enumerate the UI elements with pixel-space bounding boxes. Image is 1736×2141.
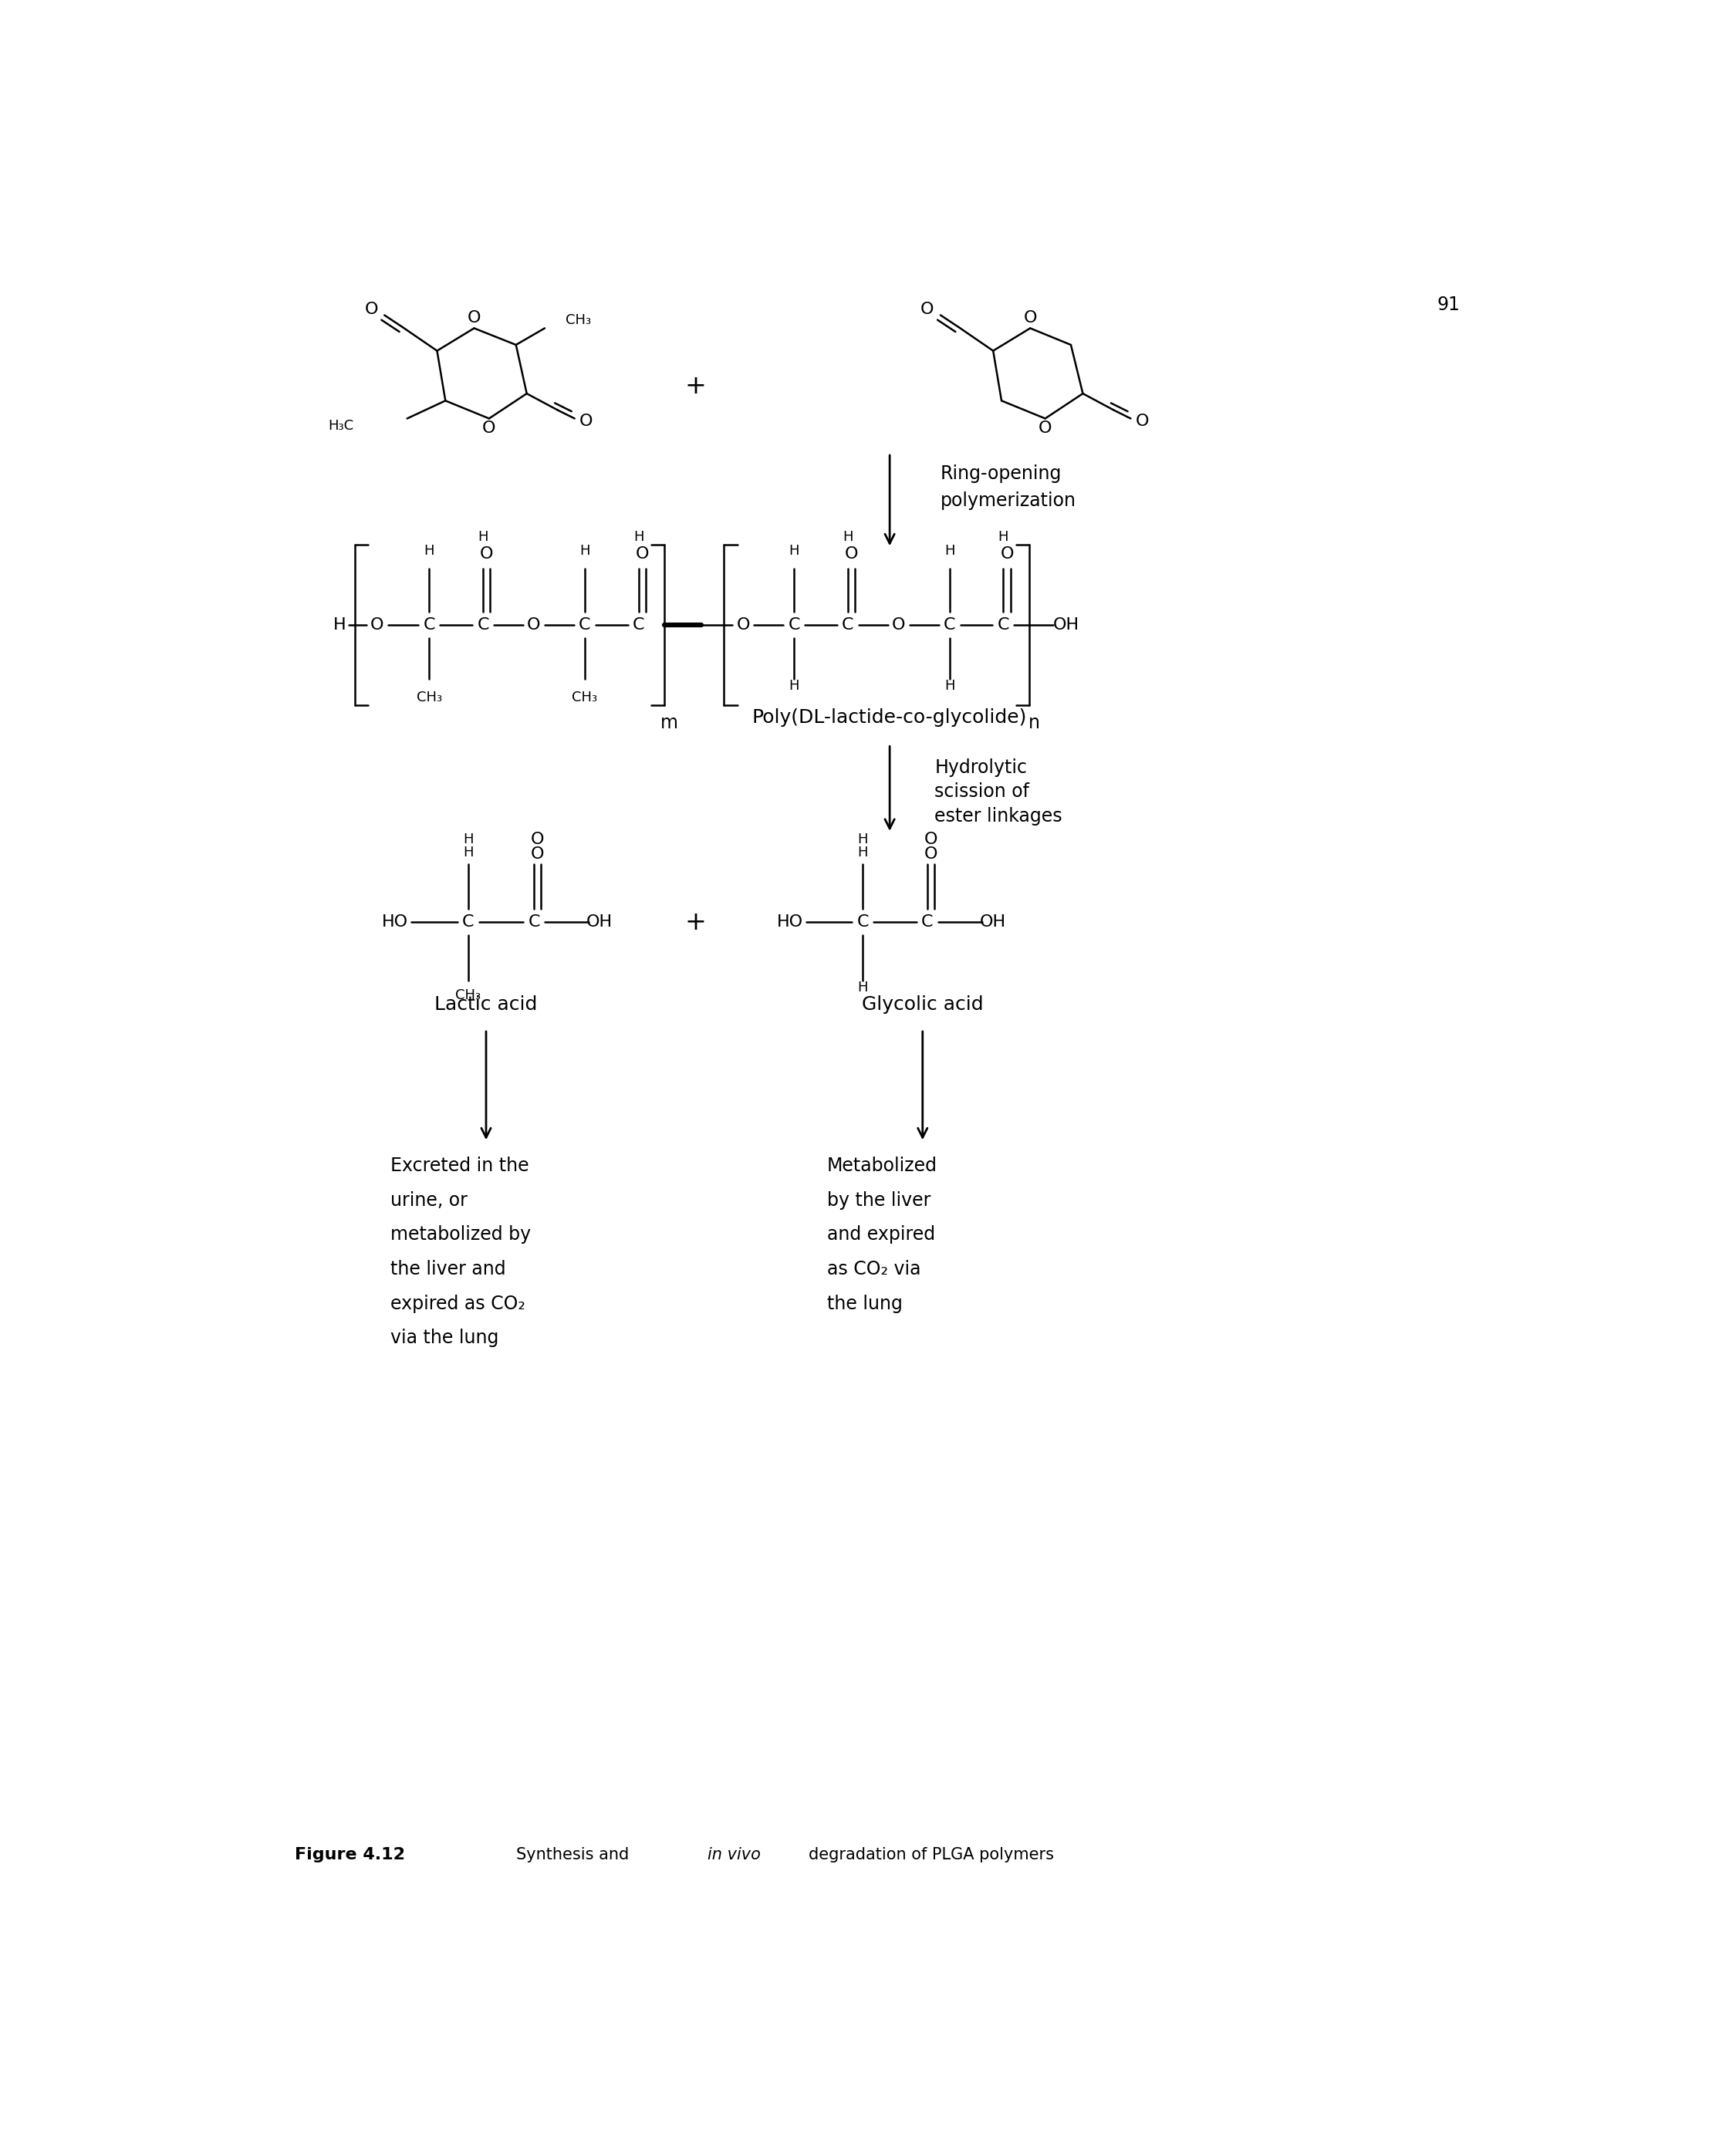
Text: H: H	[464, 846, 474, 859]
Text: O: O	[531, 831, 545, 848]
Text: C: C	[462, 914, 474, 929]
Text: O: O	[920, 302, 934, 317]
Text: O: O	[479, 546, 493, 561]
Text: Hydrolytic: Hydrolytic	[934, 758, 1028, 777]
Text: Excreted in the: Excreted in the	[391, 1156, 529, 1175]
Text: C: C	[788, 617, 800, 634]
Text: H: H	[424, 544, 434, 559]
Text: O: O	[531, 846, 545, 861]
Text: in vivo: in vivo	[707, 1848, 760, 1863]
Text: O: O	[1038, 420, 1052, 437]
Text: C: C	[944, 617, 955, 634]
Text: H: H	[842, 531, 852, 544]
Text: O: O	[467, 310, 481, 325]
Text: via the lung: via the lung	[391, 1330, 498, 1347]
Text: C: C	[922, 914, 934, 929]
Text: H: H	[580, 544, 590, 559]
Text: urine, or: urine, or	[391, 1190, 467, 1210]
Text: by the liver: by the liver	[826, 1190, 930, 1210]
Text: CH₃: CH₃	[417, 692, 443, 704]
Text: Lactic acid: Lactic acid	[434, 996, 538, 1013]
Text: 91: 91	[1437, 295, 1460, 315]
Text: O: O	[483, 420, 496, 437]
Text: the lung: the lung	[826, 1295, 903, 1312]
Text: polymerization: polymerization	[941, 490, 1076, 510]
Text: CH₃: CH₃	[455, 989, 481, 1002]
Text: H: H	[464, 833, 474, 846]
Text: C: C	[632, 617, 644, 634]
Text: Synthesis and: Synthesis and	[516, 1848, 634, 1863]
Text: HO: HO	[382, 914, 408, 929]
Text: H: H	[788, 679, 799, 694]
Text: O: O	[924, 846, 937, 861]
Text: C: C	[424, 617, 436, 634]
Text: metabolized by: metabolized by	[391, 1225, 531, 1244]
Text: Figure 4.12: Figure 4.12	[295, 1848, 404, 1863]
Text: C: C	[578, 617, 590, 634]
Text: H: H	[477, 531, 488, 544]
Text: O: O	[1000, 546, 1014, 561]
Text: Poly(DL-lactide-co-glycolide): Poly(DL-lactide-co-glycolide)	[752, 709, 1028, 726]
Text: O: O	[736, 617, 750, 634]
Text: H: H	[858, 981, 868, 996]
Text: O: O	[892, 617, 906, 634]
Text: C: C	[842, 617, 854, 634]
Text: O: O	[845, 546, 858, 561]
Text: H: H	[634, 531, 644, 544]
Text: +: +	[684, 375, 707, 398]
Text: H: H	[333, 617, 345, 634]
Text: H: H	[858, 833, 868, 846]
Text: scission of: scission of	[934, 781, 1029, 801]
Text: H: H	[858, 846, 868, 859]
Text: H: H	[998, 531, 1009, 544]
Text: expired as CO₂: expired as CO₂	[391, 1295, 526, 1312]
Text: ester linkages: ester linkages	[934, 807, 1062, 826]
Text: OH: OH	[1054, 617, 1080, 634]
Text: Glycolic acid: Glycolic acid	[861, 996, 983, 1013]
Text: C: C	[477, 617, 490, 634]
Text: H: H	[944, 679, 955, 694]
Text: OH: OH	[587, 914, 613, 929]
Text: O: O	[635, 546, 649, 561]
Text: CH₃: CH₃	[566, 313, 592, 328]
Text: O: O	[528, 617, 540, 634]
Text: C: C	[858, 914, 868, 929]
Text: Ring-opening: Ring-opening	[941, 465, 1062, 484]
Text: HO: HO	[776, 914, 804, 929]
Text: O: O	[1135, 413, 1149, 428]
Text: Metabolized: Metabolized	[826, 1156, 937, 1175]
Text: n: n	[1028, 713, 1040, 732]
Text: O: O	[370, 617, 384, 634]
Text: H: H	[788, 544, 799, 559]
Text: the liver and: the liver and	[391, 1259, 505, 1278]
Text: +: +	[684, 910, 707, 936]
Text: C: C	[528, 914, 540, 929]
Text: O: O	[580, 413, 592, 428]
Text: OH: OH	[981, 914, 1007, 929]
Text: CH₃: CH₃	[571, 692, 597, 704]
Text: m: m	[660, 713, 679, 732]
Text: C: C	[996, 617, 1009, 634]
Text: degradation of PLGA polymers: degradation of PLGA polymers	[809, 1848, 1054, 1863]
Text: O: O	[1024, 310, 1036, 325]
Text: H: H	[944, 544, 955, 559]
Text: and expired: and expired	[826, 1225, 936, 1244]
Text: O: O	[924, 831, 937, 848]
Text: as CO₂ via: as CO₂ via	[826, 1259, 920, 1278]
Text: H₃C: H₃C	[328, 420, 354, 432]
Text: O: O	[365, 302, 378, 317]
